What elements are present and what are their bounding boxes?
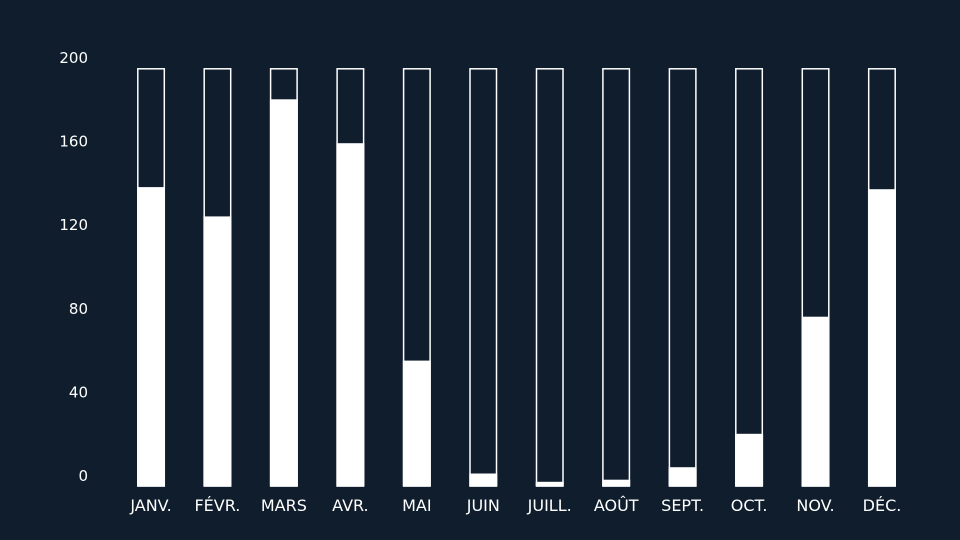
bar-group <box>469 68 498 487</box>
x-axis: JANV. FÉVR. MARS AVR. MAI JUIN JUILL. AOÛT SEPT.… <box>129 496 901 515</box>
bar-group <box>735 68 764 487</box>
x-tick-label: SEPT. <box>661 496 704 515</box>
bar <box>735 433 764 487</box>
bar <box>137 187 165 486</box>
bar <box>469 473 498 486</box>
bar-group <box>203 68 232 487</box>
x-tick-label: JANV. <box>129 496 171 515</box>
x-tick-label: JUILL. <box>527 496 572 515</box>
bar-outline <box>535 68 564 487</box>
bar-group <box>602 68 631 487</box>
bar-group <box>535 68 564 487</box>
x-tick-label: MAI <box>402 496 431 515</box>
bar <box>402 360 431 486</box>
y-tick-label: 40 <box>69 383 88 401</box>
bar <box>602 479 631 486</box>
bar-outline <box>469 68 498 487</box>
bar <box>535 481 564 486</box>
bar-outline <box>602 68 631 487</box>
bar-group <box>269 68 298 487</box>
bar <box>801 316 830 486</box>
y-tick-label: 0 <box>78 467 88 485</box>
bar-outline <box>402 68 431 487</box>
bar-group <box>668 68 697 487</box>
bar <box>668 467 697 486</box>
bar-group <box>137 68 166 487</box>
bar-group <box>801 68 830 487</box>
bar-group <box>336 68 365 487</box>
bar <box>269 99 298 487</box>
x-tick-label: DÉC. <box>863 496 902 515</box>
y-tick-label: 160 <box>59 133 88 151</box>
y-tick-label: 200 <box>59 49 88 67</box>
y-tick-label: 80 <box>69 300 88 318</box>
y-tick-label: 120 <box>59 216 88 234</box>
x-tick-label: OCT. <box>731 496 768 515</box>
x-tick-label: FÉVR. <box>194 496 240 515</box>
bar <box>203 216 232 486</box>
x-tick-label: NOV. <box>796 496 834 515</box>
bar-group <box>402 68 431 487</box>
bars <box>137 68 896 487</box>
x-tick-label: MARS <box>261 496 307 515</box>
bar-outline <box>735 68 764 487</box>
bar-outline <box>668 68 697 487</box>
x-tick-label: AOÛT <box>594 496 639 515</box>
bar <box>336 143 365 486</box>
bar-group <box>867 68 896 487</box>
bar <box>868 189 896 486</box>
bar-outline <box>801 68 830 487</box>
y-axis: 0 40 80 120 160 200 <box>59 49 88 485</box>
x-tick-label: AVR. <box>332 496 369 515</box>
x-tick-label: JUIN <box>466 496 500 515</box>
